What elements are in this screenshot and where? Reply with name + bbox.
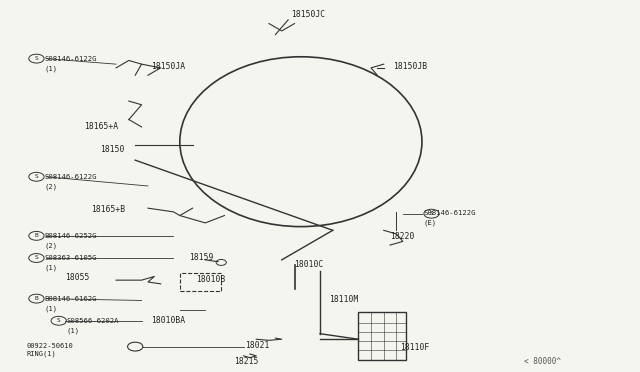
Text: 18150JA: 18150JA [151, 61, 185, 71]
Text: 18150JB: 18150JB [394, 61, 428, 71]
Text: B: B [35, 296, 38, 301]
Text: B08146-6162G: B08146-6162G [45, 296, 97, 302]
Bar [180, 273, 221, 291]
Bar [358, 311, 406, 359]
Text: (1): (1) [45, 305, 58, 312]
Text: S: S [429, 211, 433, 216]
Text: (2): (2) [45, 243, 58, 249]
Text: 18110F: 18110F [399, 343, 429, 352]
Text: 18159: 18159 [189, 253, 214, 263]
Text: B08146-6252G: B08146-6252G [45, 233, 97, 239]
Text: S08146-6122G: S08146-6122G [423, 209, 476, 216]
Text: S: S [35, 56, 38, 61]
Text: 18165+B: 18165+B [91, 205, 125, 215]
Text: 18215: 18215 [234, 357, 259, 366]
Text: 18010BA: 18010BA [151, 316, 185, 325]
Text: RING(1): RING(1) [27, 351, 56, 357]
Text: 18150JC: 18150JC [291, 10, 326, 19]
Text: < 80000^: < 80000^ [524, 357, 561, 366]
Text: S08146-6122G: S08146-6122G [45, 56, 97, 62]
Text: 18220: 18220 [390, 232, 415, 241]
Text: (2): (2) [45, 183, 58, 190]
Text: S: S [57, 318, 61, 323]
Text: 18165+A: 18165+A [84, 122, 118, 131]
Text: B: B [35, 233, 38, 238]
Text: (1): (1) [67, 327, 79, 334]
Text: S08363-6105G: S08363-6105G [45, 255, 97, 261]
Text: (1): (1) [45, 265, 58, 271]
Text: S08146-6122G: S08146-6122G [45, 174, 97, 180]
Text: 18150: 18150 [100, 145, 125, 154]
Text: 18010C: 18010C [294, 260, 324, 269]
Text: 18021: 18021 [246, 341, 270, 350]
Text: 18055: 18055 [65, 273, 90, 282]
Text: 18010B: 18010B [196, 275, 225, 283]
Text: S: S [35, 174, 38, 179]
Text: (E): (E) [423, 220, 436, 226]
Text: S: S [35, 256, 38, 260]
Text: 00922-50610: 00922-50610 [27, 343, 74, 349]
Text: S08566-6202A: S08566-6202A [67, 318, 119, 324]
Text: (1): (1) [45, 65, 58, 72]
Text: 18110M: 18110M [330, 295, 359, 304]
